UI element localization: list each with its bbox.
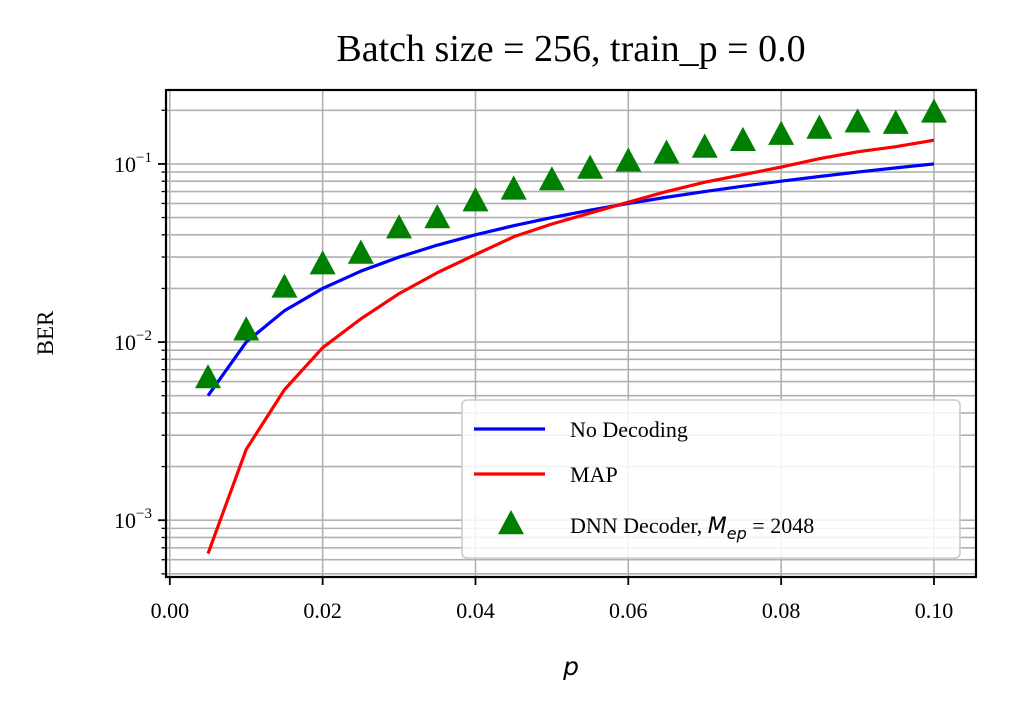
- legend-label: No Decoding: [570, 417, 688, 442]
- series-layer: [195, 98, 947, 555]
- dnn-decoder-marker: [538, 166, 565, 191]
- plot-frame: [164, 88, 978, 579]
- legend-label: MAP: [570, 462, 618, 487]
- x-tick-label: 0.02: [303, 598, 342, 623]
- dnn-decoder-marker: [691, 133, 718, 158]
- dnn-decoder-marker: [920, 98, 947, 123]
- legend-handle-triangle: [498, 510, 524, 535]
- dnn-decoder-marker: [844, 108, 871, 133]
- dnn-decoder-marker: [386, 214, 413, 239]
- dnn-decoder-marker: [653, 139, 680, 164]
- dnn-decoder-marker: [615, 147, 642, 172]
- legend-box: [461, 399, 961, 559]
- dnn-decoder-marker: [882, 109, 909, 134]
- y-tick-label: 10−1: [114, 150, 152, 177]
- series-line-map: [206, 138, 935, 555]
- x-tick-label: 0.00: [151, 598, 190, 623]
- y-tick-label: 10−2: [114, 328, 152, 355]
- dnn-decoder-marker: [806, 114, 833, 139]
- dnn-decoder-marker: [729, 126, 756, 152]
- dnn-decoder-marker: [424, 204, 451, 229]
- dnn-decoder-marker: [233, 316, 260, 341]
- series-line-no-decoding: [206, 162, 935, 397]
- axes: 0.00 0.02 0.04 0.06 0.08 0.10 10−3 10−2 10−1: [114, 88, 978, 623]
- x-axis-label: p: [562, 652, 579, 681]
- chart-title: Batch size = 256, train_p = 0.0: [336, 28, 805, 70]
- y-axis-label: BER: [33, 310, 58, 355]
- dnn-decoder-marker: [195, 364, 222, 389]
- x-tick-label: 0.10: [915, 598, 954, 623]
- legend: No Decoding MAP DNN Decoder, Mep = 2048: [461, 399, 961, 559]
- dnn-decoder-marker: [577, 154, 604, 179]
- y-tick-label: 10−3: [114, 506, 152, 533]
- x-tick-label: 0.04: [456, 598, 495, 623]
- x-tick-label: 0.06: [609, 598, 648, 623]
- dnn-decoder-marker: [462, 187, 489, 212]
- dnn-decoder-marker: [768, 120, 795, 145]
- dnn-decoder-marker: [309, 250, 336, 275]
- dnn-decoder-marker: [347, 239, 374, 264]
- dnn-decoder-marker: [500, 175, 527, 200]
- legend-label: DNN Decoder, Mep = 2048: [570, 513, 814, 543]
- x-tick-label: 0.08: [762, 598, 801, 623]
- dnn-decoder-marker: [271, 273, 298, 298]
